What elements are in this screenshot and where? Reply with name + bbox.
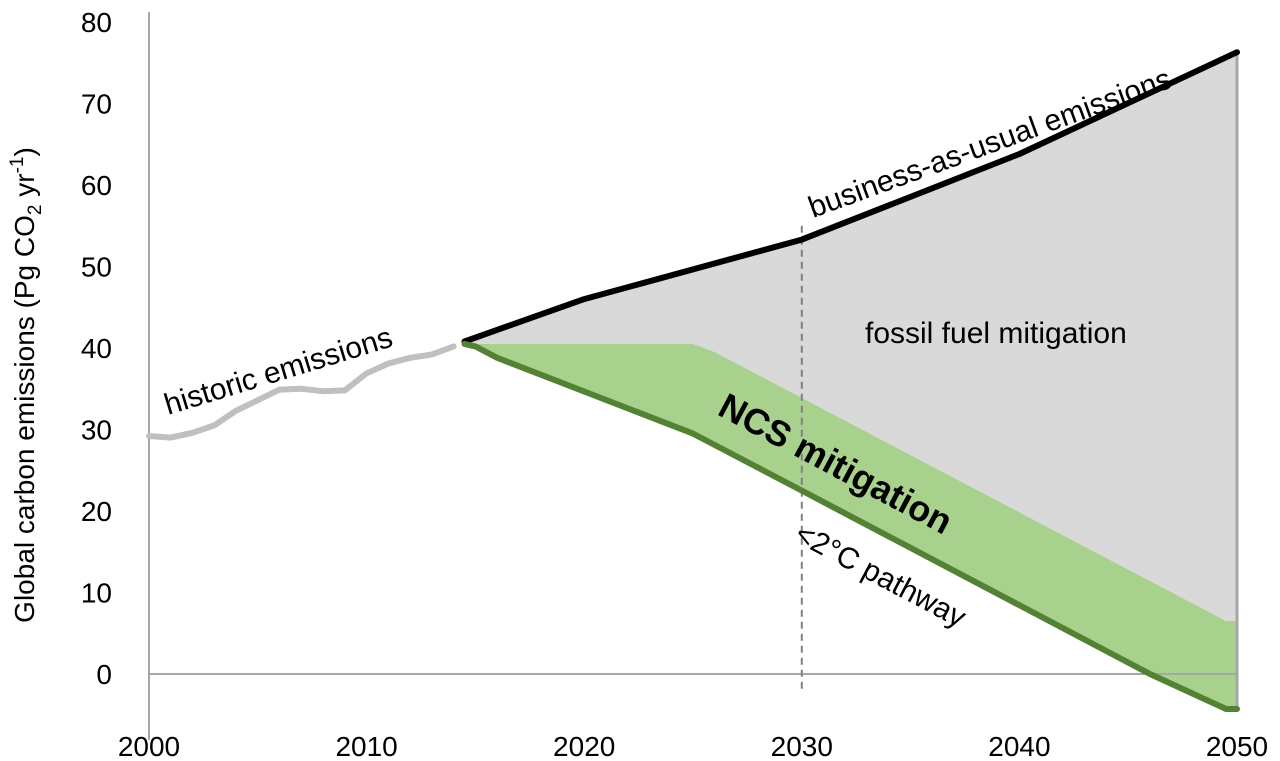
historic-emissions-line	[146, 343, 457, 441]
x-tick-label: 2050	[1206, 731, 1268, 761]
x-tick-label: 2000	[118, 731, 180, 761]
axes-layer	[148, 12, 1239, 740]
y-tick-label: 60	[81, 170, 112, 201]
y-tick-label: 20	[81, 496, 112, 527]
historic-emissions-label: historic emissions	[160, 321, 396, 422]
y-axis-title: Global carbon emissions (Pg CO2 yr-1)	[7, 147, 46, 623]
x-tick-label: 2040	[988, 731, 1050, 761]
pathway-line	[461, 340, 1240, 712]
x-tick-label: 2020	[553, 731, 615, 761]
fossil-fuel-mitigation-label: fossil fuel mitigation	[865, 317, 1127, 350]
y-tick-label: 0	[96, 659, 112, 690]
x-tick-label: 2010	[335, 731, 397, 761]
y-tick-label: 70	[81, 89, 112, 120]
y-tick-label: 50	[81, 252, 112, 283]
y-tick-label: 40	[81, 333, 112, 364]
business-as-usual-line	[461, 49, 1240, 345]
x-tick-label: 2030	[771, 731, 833, 761]
areas-layer	[464, 52, 1237, 709]
lines-layer	[146, 49, 1240, 712]
y-tick-label: 80	[81, 7, 112, 38]
y-tick-label: 10	[81, 578, 112, 609]
y-tick-label: 30	[81, 415, 112, 446]
fossil-fuel-mitigation-area	[464, 52, 1237, 621]
